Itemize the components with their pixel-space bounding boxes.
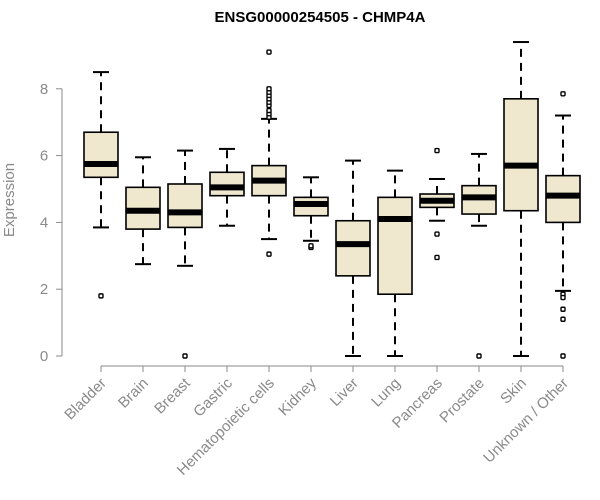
y-tick-label-3: 6: [40, 148, 48, 165]
outlier-point: [476, 353, 482, 359]
boxes: [83, 41, 581, 359]
outlier-point: [434, 254, 440, 261]
box-body: [503, 98, 539, 212]
x-tick-label-9: Prostate: [436, 375, 488, 427]
box-lung: [377, 169, 413, 357]
box-liver: [335, 159, 371, 357]
y-tick-label-0: 0: [40, 348, 48, 365]
box-kidney: [293, 176, 329, 251]
x-tick-label-10: Skin: [497, 375, 530, 408]
outlier-point: [98, 293, 104, 299]
outlier-point: [560, 294, 566, 301]
y-tick-label-2: 4: [40, 214, 48, 231]
y-axis: 0 2 4 6 8: [40, 81, 63, 365]
box-body: [545, 174, 581, 224]
box-brain: [125, 156, 161, 266]
x-tick-label-7: Lung: [368, 375, 404, 411]
outlier-point: [560, 316, 566, 322]
outlier-point: [182, 353, 188, 359]
box-breast: [167, 149, 203, 359]
outlier-point: [308, 243, 314, 249]
box-pancreas: [419, 147, 455, 261]
outlier-point: [560, 306, 566, 312]
y-axis-title: Expression: [1, 163, 18, 237]
box-prostate: [461, 152, 497, 359]
x-tick-label-5: Kidney: [275, 374, 320, 419]
box-body: [377, 196, 413, 296]
y-tick-label-1: 2: [40, 281, 48, 298]
box-unknown-other: [545, 91, 581, 359]
outlier-point: [266, 49, 272, 55]
outlier-point: [560, 91, 566, 97]
x-tick-label-0: Bladder: [61, 375, 110, 424]
box-body: [335, 219, 371, 277]
box-skin: [503, 41, 539, 357]
box-body: [83, 131, 119, 179]
x-tick-label-2: Breast: [151, 374, 194, 417]
outlier-point: [560, 353, 566, 359]
box-bladder: [83, 71, 119, 299]
box-body: [167, 183, 203, 229]
outlier-point: [266, 107, 272, 114]
x-tick-label-1: Brain: [115, 375, 152, 412]
outlier-point: [266, 251, 272, 257]
y-tick-label-4: 8: [40, 81, 48, 98]
chart-title: ENSG00000254505 - CHMP4A: [215, 9, 426, 26]
box-gastric: [209, 147, 245, 227]
box-body: [209, 171, 245, 197]
x-tick-label-6: Liver: [327, 375, 362, 410]
box-hematopoietic-cells: [251, 49, 287, 257]
outlier-point: [434, 231, 440, 237]
outlier-point: [434, 147, 440, 154]
outlier-point: [266, 86, 272, 92]
